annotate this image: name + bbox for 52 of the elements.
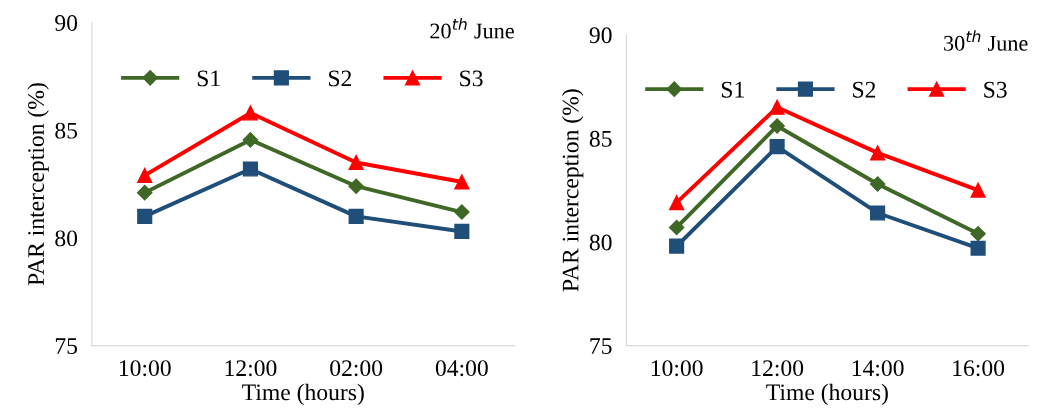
- x-tick-label: 14:00: [852, 360, 904, 377]
- legend-label: S3: [984, 81, 1007, 98]
- x-tick-label: 10:00: [651, 360, 703, 377]
- point: [669, 238, 685, 254]
- y-tick-label: 85: [55, 122, 78, 139]
- point: [136, 184, 153, 201]
- legend-label: S1: [721, 81, 744, 98]
- legend-label: S2: [853, 81, 876, 98]
- x-tick-label: 02:00: [330, 360, 383, 377]
- legend-label: S3: [460, 70, 483, 87]
- point: [869, 176, 886, 192]
- y-tick-label: 90: [55, 14, 78, 31]
- chart-title: 30$^{th}$ June: [944, 30, 1028, 51]
- point: [348, 178, 364, 194]
- y-tick-label: 75: [590, 338, 612, 355]
- y-tick-label: 80: [55, 230, 78, 247]
- point: [137, 208, 153, 224]
- x-axis-title: Time (hours): [766, 383, 888, 406]
- x-tick-label: 12:00: [225, 360, 277, 377]
- y-tick-label: 90: [589, 27, 612, 44]
- x-tick-label: 12:00: [752, 360, 804, 377]
- point: [769, 99, 785, 115]
- x-tick-label: 04:00: [435, 360, 488, 377]
- point: [970, 225, 986, 242]
- y-tick-label: 85: [589, 130, 612, 147]
- x-axis-title: Time (hours): [242, 383, 364, 406]
- y-tick-label: 80: [589, 234, 612, 251]
- point: [348, 208, 364, 224]
- y-axis-title: PAR interception (%): [27, 83, 49, 286]
- point: [137, 167, 153, 184]
- legend-label: S2: [328, 70, 352, 87]
- point: [454, 204, 470, 220]
- point: [870, 205, 886, 221]
- point: [348, 154, 364, 171]
- point: [669, 195, 685, 211]
- point: [242, 105, 258, 121]
- point: [970, 182, 986, 198]
- point: [769, 139, 785, 155]
- y-tick-label: 75: [55, 338, 78, 355]
- point: [769, 118, 785, 134]
- point: [242, 132, 259, 148]
- point: [970, 240, 986, 256]
- point: [454, 174, 470, 190]
- x-tick-label: 10:00: [119, 360, 171, 377]
- point: [242, 161, 258, 177]
- y-axis-title: PAR interception (%): [561, 89, 584, 292]
- point: [454, 223, 470, 240]
- point: [870, 145, 886, 161]
- legend-label: S1: [197, 70, 220, 87]
- x-tick-label: 16:00: [953, 360, 1005, 377]
- chart-title: 20$^{th}$ June: [430, 17, 514, 39]
- point: [668, 219, 685, 236]
